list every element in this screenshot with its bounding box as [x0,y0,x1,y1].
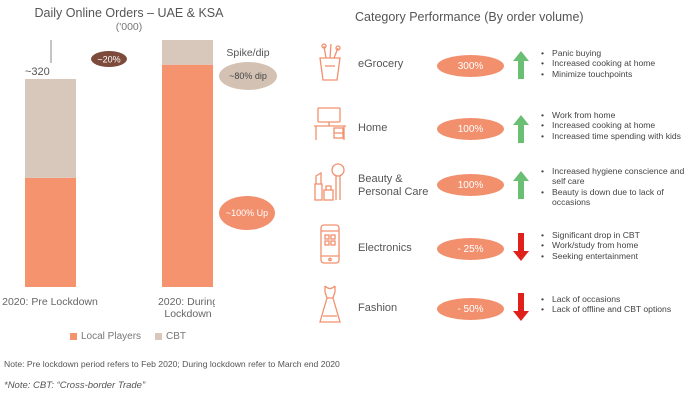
arrow-down-icon [513,293,529,321]
category-value-badge: - 50% [437,298,504,320]
category-row-electronics: Electronics - 25% Significant drop in CB… [0,222,692,282]
dress-icon [319,285,341,323]
category-bullets: Significant drop in CBT Work/study from … [541,230,691,262]
bullet: Increased hygiene conscience and self ca… [541,166,691,187]
total-label-0: ~320 [25,66,50,78]
category-value-badge: - 25% [437,238,504,260]
bullet: Lack of offline and CBT options [541,304,691,315]
bullet: Increased time spending with kids [541,131,691,142]
legend-label-cbt: CBT [166,331,187,342]
category-value-badge: 100% [437,118,504,140]
category-name: Fashion [358,302,398,314]
category-row-home: Home 100% Work from home Increased cooki… [0,100,692,160]
bullet: Panic buying [541,48,691,59]
category-row-egrocery: eGrocery 300% Panic buying Increased coo… [0,42,692,102]
desk-icon [314,107,346,140]
category-bullets: Panic buying Increased cooking at home M… [541,48,691,80]
bullet: Minimize touchpoints [541,69,691,80]
bar-local-0 [25,177,76,287]
category-value-badge: 300% [437,55,504,77]
category-label-1: 2020: During [158,296,215,308]
cosmetics-icon [314,163,345,201]
arrow-down-icon [513,233,529,261]
up-badge: ~100% Up [219,196,275,230]
bullet: Significant drop in CBT [541,230,691,241]
category-name-text: Beauty & Personal Care [358,173,429,198]
legend-swatch-cbt [155,332,163,340]
category-bullets: Work from home Increased cooking at home… [541,110,691,142]
chart-subtitle: ('000) [115,21,143,33]
footnote-period: Note: Pre lockdown period refers to Feb … [4,359,340,369]
arrow-up-icon [513,51,529,79]
arrow-up-icon [513,115,529,143]
bullet: Work/study from home [541,240,691,251]
category-value-badge: 100% [437,174,504,196]
category-label-1-b: Lockdown [164,308,211,320]
category-label-0: 2020: Pre Lockdown [2,296,98,308]
growth-badge [91,51,127,67]
bullet: Beauty is down due to lack of occasions [541,187,691,208]
chart-legend: Local Players CBT [70,331,186,342]
legend-swatch-local [70,332,77,340]
growth-label: ~20% [97,55,120,65]
grocery-bag-icon [319,43,341,81]
legend-item-local: Local Players [70,331,141,342]
smartphone-icon [320,224,340,264]
category-bullets: Lack of occasions Lack of offline and CB… [541,294,691,315]
legend-label-local: Local Players [81,331,142,342]
bar-cbt-1 [162,40,213,65]
dip-badge: ~80% dip [219,62,277,90]
category-name: eGrocery [358,58,404,70]
bullet: Increased cooking at home [541,120,691,131]
category-name: Beauty & Personal Care [358,173,438,199]
growth-connector [50,40,52,63]
category-name: Electronics [358,242,412,254]
category-row-beauty: Beauty & Personal Care 100% Increased hy… [0,162,692,222]
performance-title: Category Performance (By order volume) [355,10,584,24]
bar-cbt-0 [25,79,76,178]
bullet: Increased cooking at home [541,58,691,69]
arrow-up-icon [513,171,529,199]
bar-local-1 [162,64,213,287]
chart-title: Daily Online Orders – UAE & KSA [34,6,224,20]
legend-item-cbt: CBT [155,331,186,342]
category-bullets: Increased hygiene conscience and self ca… [541,166,691,208]
bullet: Work from home [541,110,691,121]
bullet: Lack of occasions [541,294,691,305]
footnote-cbt: *Note: CBT: “Cross-border Trade” [4,380,146,391]
category-name: Home [358,122,388,134]
spike-title: Spike/dip [226,47,270,59]
bullet: Seeking entertainment [541,251,691,262]
category-row-fashion: Fashion - 50% Lack of occasions Lack of … [0,282,692,342]
